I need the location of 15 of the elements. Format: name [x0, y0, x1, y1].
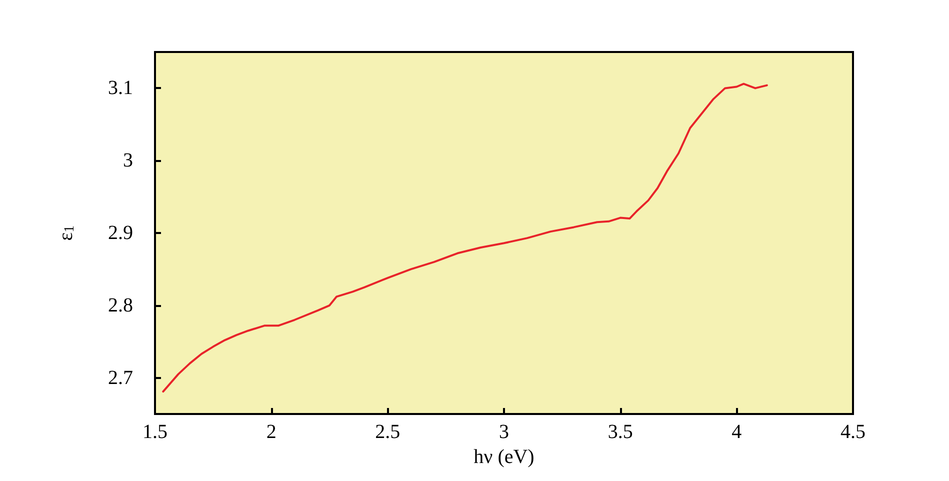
x-tick-label: 3.5	[608, 421, 633, 443]
x-tick-label: 2.5	[375, 421, 400, 443]
y-tick-label: 3	[123, 150, 133, 172]
x-tick-label: 1.5	[142, 421, 168, 443]
x-tick-label: 4	[732, 421, 742, 443]
line-series	[162, 82, 768, 393]
y-tick-label: 3.1	[108, 77, 133, 100]
x-axis-title: hν (eV)	[474, 446, 534, 468]
y-tick-label: 2.7	[108, 366, 133, 389]
y-axis-title: ε1	[55, 225, 78, 241]
y-tick-label: 2.9	[108, 222, 133, 244]
x-tick-label: 4.5	[840, 421, 866, 443]
x-tick-label: 2	[266, 421, 276, 443]
y-tick-label: 2.8	[108, 294, 133, 316]
x-tick-label: 3	[499, 421, 509, 443]
